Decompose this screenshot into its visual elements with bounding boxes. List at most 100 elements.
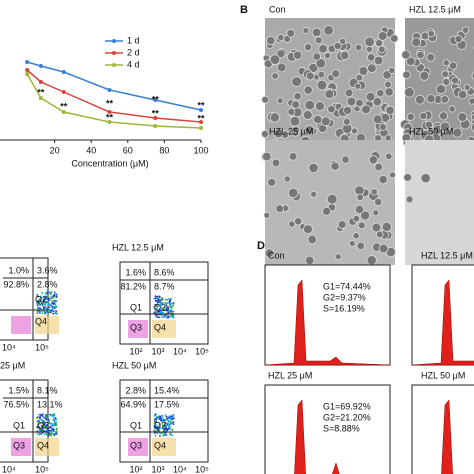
cell (406, 112, 415, 121)
cell (366, 255, 377, 266)
cell (420, 173, 431, 184)
cell (317, 70, 326, 79)
series-line (26, 61, 202, 111)
significance: ** (37, 87, 45, 97)
gate-label: Q4 (37, 440, 49, 450)
point (107, 120, 112, 124)
cell (384, 87, 394, 97)
event (154, 418, 156, 421)
event (46, 292, 48, 295)
event (163, 418, 166, 421)
event (169, 306, 172, 309)
event (153, 422, 156, 424)
event (169, 426, 171, 429)
cell (308, 62, 319, 73)
quadrant-value: 1.5% (8, 385, 29, 395)
point (61, 70, 66, 74)
event (47, 312, 50, 315)
cell (261, 95, 270, 104)
gate-label: Q2 (154, 302, 166, 312)
event (157, 316, 160, 319)
plot-title: HZL 12.5 μM (112, 242, 164, 252)
point (25, 68, 30, 72)
quadrant-value: 8.6% (154, 267, 175, 277)
event (39, 416, 42, 419)
event (41, 292, 44, 294)
event (55, 421, 58, 424)
event (172, 316, 175, 319)
event (165, 425, 168, 428)
event (56, 312, 58, 315)
cell (292, 50, 303, 60)
event (53, 421, 56, 424)
x-tick-label: 60 (123, 145, 133, 155)
cell (311, 27, 322, 38)
event (155, 421, 158, 424)
cell (416, 50, 425, 60)
event (172, 421, 175, 424)
event (51, 305, 53, 308)
event (163, 316, 165, 319)
tick-label: 10² (129, 464, 142, 474)
event (159, 435, 161, 437)
event (40, 425, 43, 428)
event (47, 434, 50, 437)
event (153, 305, 155, 308)
series-line (26, 73, 202, 129)
event (54, 299, 57, 302)
q4-cluster (35, 316, 59, 334)
event (48, 309, 51, 311)
quadrant-value: 13.1% (37, 399, 63, 409)
gate-label: Q4 (154, 440, 166, 450)
event (55, 293, 58, 296)
event (155, 307, 158, 310)
cell (305, 71, 315, 81)
event (52, 427, 54, 430)
event (46, 428, 48, 431)
event (51, 428, 54, 431)
quadrant-value: 64.9% (120, 399, 146, 409)
event (49, 298, 52, 301)
event (39, 295, 42, 298)
cell (402, 70, 411, 80)
point (199, 108, 203, 112)
cell (360, 210, 371, 221)
cell (304, 255, 315, 266)
x-tick-label: 40 (86, 145, 96, 155)
event (45, 306, 47, 309)
cell (333, 41, 342, 51)
event (47, 297, 50, 300)
event (162, 309, 165, 312)
event (48, 420, 51, 423)
event (162, 312, 164, 314)
event (169, 297, 172, 300)
cell (367, 63, 377, 73)
event (36, 294, 39, 296)
event (167, 316, 170, 319)
gate-label: Q1 (130, 302, 142, 312)
cell (419, 111, 428, 120)
event (159, 302, 161, 304)
cell (406, 56, 416, 66)
histogram-frame (264, 384, 391, 474)
quadrant-value: 1.0% (8, 265, 29, 275)
cell (439, 121, 451, 132)
gate-label: Q2 (35, 294, 47, 304)
phase-stat: G2=9.37% (323, 292, 366, 302)
event (158, 424, 161, 426)
cell (269, 54, 281, 65)
event (37, 307, 39, 310)
cell (372, 97, 382, 107)
cell (356, 241, 365, 251)
event (45, 311, 48, 313)
histogram-frame (264, 264, 391, 366)
legend-label: 4 d (127, 59, 140, 69)
cell (269, 112, 280, 123)
histogram-frame (411, 264, 474, 366)
event (172, 415, 175, 417)
event (157, 298, 160, 301)
event (170, 314, 173, 317)
event (40, 433, 43, 435)
cell (389, 171, 396, 179)
